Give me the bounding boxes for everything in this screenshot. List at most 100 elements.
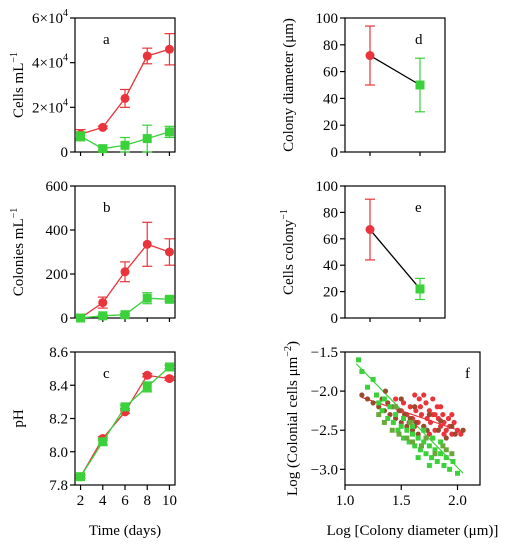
data-point — [412, 443, 418, 449]
data-point — [447, 466, 453, 472]
series-line — [369, 229, 421, 290]
data-point — [424, 415, 430, 422]
data-point — [385, 416, 391, 421]
data-point — [421, 392, 427, 398]
y-tick-mantissa: 80 — [323, 38, 338, 54]
data-point — [426, 443, 432, 449]
x-axis-label: Log [Colony diameter (μm)] — [327, 523, 499, 539]
y-tick-mantissa: 0 — [331, 311, 339, 327]
x-tick-label: 2 — [77, 493, 85, 509]
data-point — [370, 400, 376, 406]
data-point — [449, 451, 455, 457]
y-axis-label: pH — [11, 409, 27, 428]
y-tick-mantissa: 0 — [61, 145, 69, 161]
data-marker — [120, 93, 130, 103]
data-point — [438, 451, 444, 457]
data-point — [409, 427, 416, 433]
panel-label: a — [103, 32, 110, 48]
data-point — [458, 431, 464, 437]
data-marker — [365, 225, 375, 235]
data-marker — [76, 472, 86, 482]
data-point — [443, 447, 449, 453]
data-marker — [415, 80, 425, 90]
y-tick-mantissa: 600 — [46, 179, 69, 195]
data-point — [359, 392, 365, 398]
y-tick-mantissa: 60 — [323, 65, 338, 81]
series-line — [79, 374, 170, 478]
data-marker — [120, 310, 130, 320]
data-point — [365, 384, 370, 390]
y-tick-mantissa: 8.6 — [49, 345, 68, 361]
data-point — [396, 431, 402, 437]
data-marker — [164, 362, 174, 372]
data-point — [415, 455, 421, 461]
data-point — [426, 411, 432, 418]
data-marker — [76, 131, 86, 141]
data-point — [438, 418, 444, 424]
data-marker — [142, 293, 152, 303]
x-tick-label: 10 — [162, 493, 177, 509]
y-tick-mantissa: 40 — [323, 258, 338, 274]
data-marker — [98, 311, 108, 321]
y-tick-mantissa: 7.8 — [49, 478, 68, 494]
data-point — [390, 419, 396, 425]
y-axis-label-text: Log (Colonial cells μm — [285, 356, 301, 496]
data-point — [418, 411, 425, 418]
data-point — [441, 431, 447, 437]
data-point — [432, 451, 438, 457]
data-point — [412, 404, 418, 410]
data-point — [438, 423, 444, 429]
y-tick-exponent: 4 — [63, 8, 68, 19]
data-point — [421, 427, 427, 433]
data-point — [402, 411, 408, 418]
data-point — [426, 462, 432, 468]
data-point — [398, 396, 404, 402]
y-axis-label-text: Cells mL — [11, 63, 27, 118]
y-tick-mantissa: −3.0 — [311, 462, 338, 478]
data-point — [423, 451, 429, 457]
data-point — [412, 392, 418, 398]
data-point — [430, 435, 436, 441]
data-point — [396, 408, 402, 414]
y-tick-mantissa: 4×10 — [32, 56, 63, 72]
data-point — [413, 408, 419, 414]
y-axis-label-exponent: −1 — [9, 208, 20, 219]
data-point — [440, 443, 446, 449]
data-point — [430, 396, 436, 402]
data-marker — [164, 247, 174, 257]
data-point — [449, 411, 455, 418]
y-tick-label: 8.0 — [49, 445, 68, 461]
data-point — [443, 427, 449, 433]
data-point — [415, 435, 421, 441]
data-marker — [142, 370, 152, 380]
panel-c: 7.8 8.0 8.2 8.4 8.6 2 4 6 8 10 c pH Time (days) — [11, 345, 177, 539]
data-point — [415, 431, 421, 437]
data-point — [404, 435, 410, 441]
data-marker — [415, 284, 425, 294]
panel-e: 0 20 40 60 80 100 e Cells colony−1 — [279, 179, 446, 327]
data-point — [387, 411, 393, 418]
y-tick-label: −1.5 — [311, 345, 338, 361]
data-point — [441, 462, 447, 468]
y-tick-mantissa: 0 — [61, 311, 69, 327]
y-tick-label: 60 — [323, 65, 338, 81]
y-tick-label: 8.4 — [49, 378, 68, 394]
y-tick-label: 80 — [323, 205, 338, 221]
data-point — [426, 431, 432, 437]
data-point — [374, 392, 379, 398]
data-point — [410, 439, 415, 445]
data-point — [404, 427, 410, 433]
y-tick-mantissa: 2×10 — [32, 100, 63, 116]
data-point — [407, 419, 413, 425]
y-tick-label: 0 — [61, 311, 69, 327]
y-tick-mantissa: 6×10 — [32, 11, 63, 27]
data-point — [417, 447, 423, 453]
data-marker — [164, 44, 174, 54]
data-point — [401, 416, 406, 421]
panel-label: b — [103, 200, 111, 216]
data-point — [426, 408, 432, 414]
data-marker — [142, 51, 152, 61]
data-point — [364, 396, 371, 402]
